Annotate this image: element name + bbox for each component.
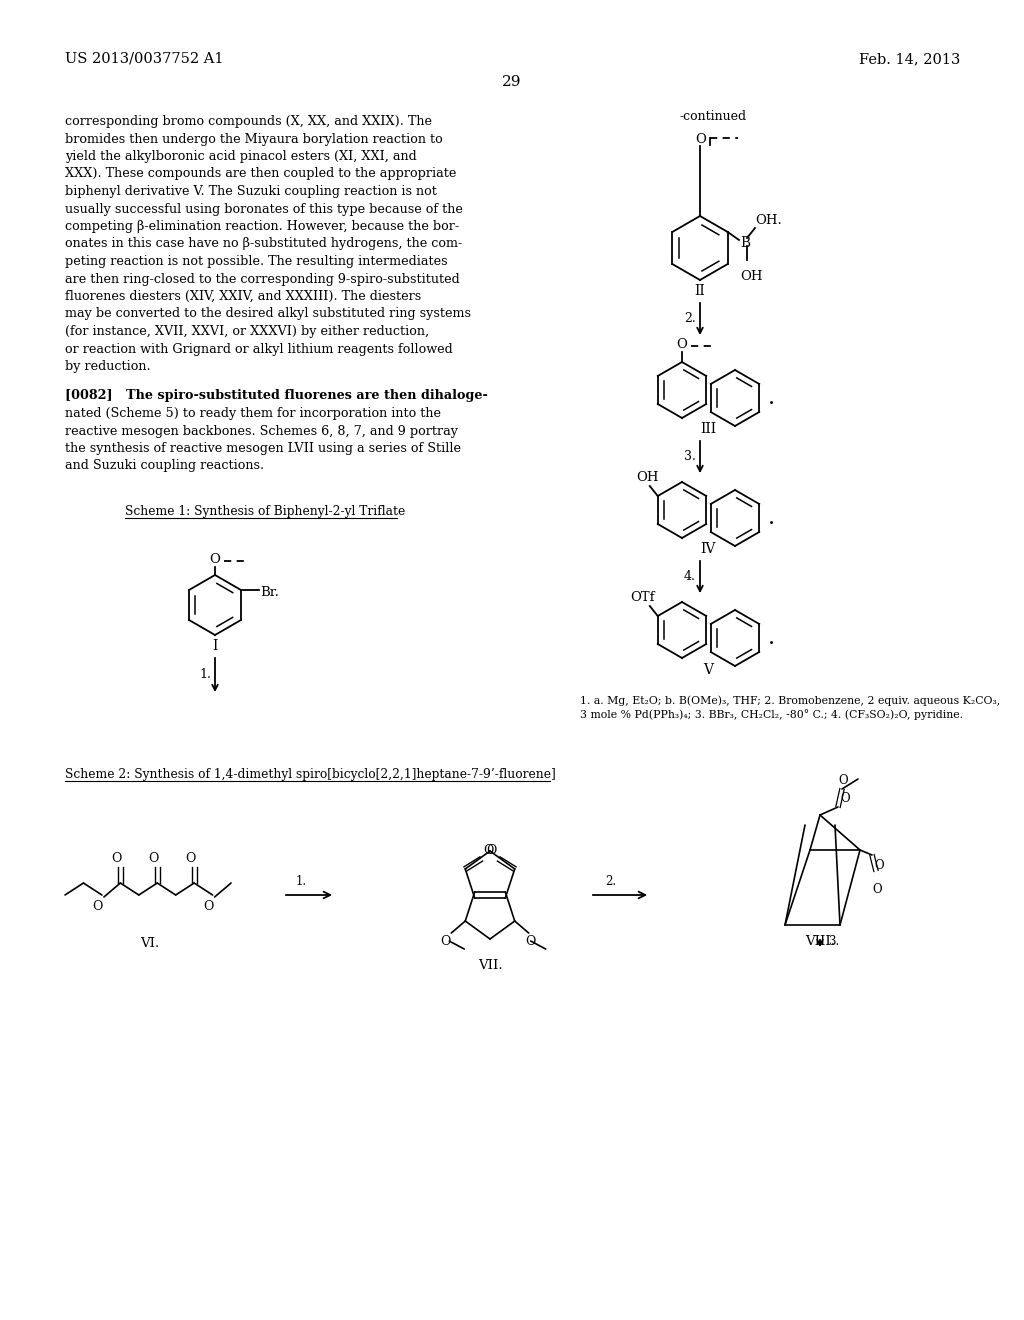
Text: O: O bbox=[112, 851, 122, 865]
Text: bromides then undergo the Miyaura borylation reaction to: bromides then undergo the Miyaura boryla… bbox=[65, 132, 442, 145]
Text: and Suzuki coupling reactions.: and Suzuki coupling reactions. bbox=[65, 459, 264, 473]
Text: Br.: Br. bbox=[260, 586, 279, 599]
Text: biphenyl derivative V. The Suzuki coupling reaction is not: biphenyl derivative V. The Suzuki coupli… bbox=[65, 185, 437, 198]
Text: OH: OH bbox=[636, 471, 658, 484]
Text: VI.: VI. bbox=[140, 937, 160, 950]
Text: O: O bbox=[209, 553, 220, 566]
Text: 3.: 3. bbox=[684, 450, 696, 463]
Text: 29: 29 bbox=[502, 75, 522, 88]
Text: III: III bbox=[700, 422, 716, 436]
Text: II: II bbox=[694, 284, 706, 298]
Text: O: O bbox=[483, 843, 494, 857]
Text: O: O bbox=[440, 935, 451, 948]
Text: 1.: 1. bbox=[199, 668, 211, 681]
Text: 4.: 4. bbox=[684, 570, 696, 583]
Text: -continued: -continued bbox=[680, 110, 748, 123]
Text: by reduction.: by reduction. bbox=[65, 360, 151, 374]
Text: V: V bbox=[703, 663, 713, 677]
Text: competing β-elimination reaction. However, because the bor-: competing β-elimination reaction. Howeve… bbox=[65, 220, 459, 234]
Text: onates in this case have no β-substituted hydrogens, the com-: onates in this case have no β-substitute… bbox=[65, 238, 462, 251]
Text: OTf: OTf bbox=[630, 591, 654, 605]
Text: O: O bbox=[525, 935, 536, 948]
Text: 2.: 2. bbox=[605, 875, 616, 888]
Text: O: O bbox=[874, 859, 884, 873]
Text: are then ring-closed to the corresponding 9-spiro-substituted: are then ring-closed to the correspondin… bbox=[65, 272, 460, 285]
Text: [0082]   The spiro-substituted fluorenes are then dihaloge-: [0082] The spiro-substituted fluorenes a… bbox=[65, 389, 487, 403]
Text: 1. a. Mg, Et₂O; b. B(OMe)₃, THF; 2. Bromobenzene, 2 equiv. aqueous K₂CO₃,: 1. a. Mg, Et₂O; b. B(OMe)₃, THF; 2. Brom… bbox=[580, 696, 1000, 706]
Text: O: O bbox=[204, 900, 214, 913]
Text: reactive mesogen backbones. Schemes 6, 8, 7, and 9 portray: reactive mesogen backbones. Schemes 6, 8… bbox=[65, 425, 458, 437]
Text: O: O bbox=[872, 883, 882, 896]
Text: Feb. 14, 2013: Feb. 14, 2013 bbox=[859, 51, 961, 66]
Text: or reaction with Grignard or alkyl lithium reagents followed: or reaction with Grignard or alkyl lithi… bbox=[65, 342, 453, 355]
Text: Scheme 2: Synthesis of 1,4-dimethyl spiro[bicyclo[2,2,1]heptane-7-9’-fluorene]: Scheme 2: Synthesis of 1,4-dimethyl spir… bbox=[65, 768, 556, 781]
Text: IV: IV bbox=[700, 543, 716, 556]
Text: O: O bbox=[93, 900, 103, 913]
Text: peting reaction is not possible. The resulting intermediates: peting reaction is not possible. The res… bbox=[65, 255, 447, 268]
Text: O: O bbox=[838, 774, 848, 787]
Text: OH.: OH. bbox=[755, 214, 781, 227]
Text: .: . bbox=[768, 627, 775, 649]
Text: OH: OH bbox=[740, 271, 763, 282]
Text: O: O bbox=[695, 133, 706, 147]
Text: (for instance, XVII, XXVI, or XXXVI) by either reduction,: (for instance, XVII, XXVI, or XXXVI) by … bbox=[65, 325, 429, 338]
Text: nated (Scheme 5) to ready them for incorporation into the: nated (Scheme 5) to ready them for incor… bbox=[65, 407, 441, 420]
Text: Scheme 1: Synthesis of Biphenyl-2-yl Triflate: Scheme 1: Synthesis of Biphenyl-2-yl Tri… bbox=[125, 506, 406, 517]
Text: B: B bbox=[740, 236, 751, 249]
Text: O: O bbox=[840, 792, 850, 805]
Text: corresponding bromo compounds (X, XX, and XXIX). The: corresponding bromo compounds (X, XX, an… bbox=[65, 115, 432, 128]
Text: .: . bbox=[768, 507, 775, 529]
Text: 2.: 2. bbox=[684, 313, 695, 326]
Text: the synthesis of reactive mesogen LVII using a series of Stille: the synthesis of reactive mesogen LVII u… bbox=[65, 442, 461, 455]
Text: 3 mole % Pd(PPh₃)₄; 3. BBr₃, CH₂Cl₂, -80° C.; 4. (CF₃SO₂)₂O, pyridine.: 3 mole % Pd(PPh₃)₄; 3. BBr₃, CH₂Cl₂, -80… bbox=[580, 709, 963, 719]
Text: VIII.: VIII. bbox=[805, 935, 835, 948]
Text: .: . bbox=[768, 387, 775, 409]
Text: VII.: VII. bbox=[477, 960, 503, 972]
Text: usually successful using boronates of this type because of the: usually successful using boronates of th… bbox=[65, 202, 463, 215]
Text: O: O bbox=[486, 843, 497, 857]
Text: O: O bbox=[148, 851, 159, 865]
Text: I: I bbox=[212, 639, 218, 653]
Text: 1.: 1. bbox=[296, 875, 307, 888]
Text: fluorenes diesters (XIV, XXIV, and XXXIII). The diesters: fluorenes diesters (XIV, XXIV, and XXXII… bbox=[65, 290, 421, 304]
Text: XXX). These compounds are then coupled to the appropriate: XXX). These compounds are then coupled t… bbox=[65, 168, 457, 181]
Text: yield the alkylboronic acid pinacol esters (XI, XXI, and: yield the alkylboronic acid pinacol este… bbox=[65, 150, 417, 162]
Text: O: O bbox=[676, 338, 687, 351]
Text: US 2013/0037752 A1: US 2013/0037752 A1 bbox=[65, 51, 223, 66]
Text: O: O bbox=[185, 851, 196, 865]
Text: 3.: 3. bbox=[828, 935, 840, 948]
Text: may be converted to the desired alkyl substituted ring systems: may be converted to the desired alkyl su… bbox=[65, 308, 471, 321]
